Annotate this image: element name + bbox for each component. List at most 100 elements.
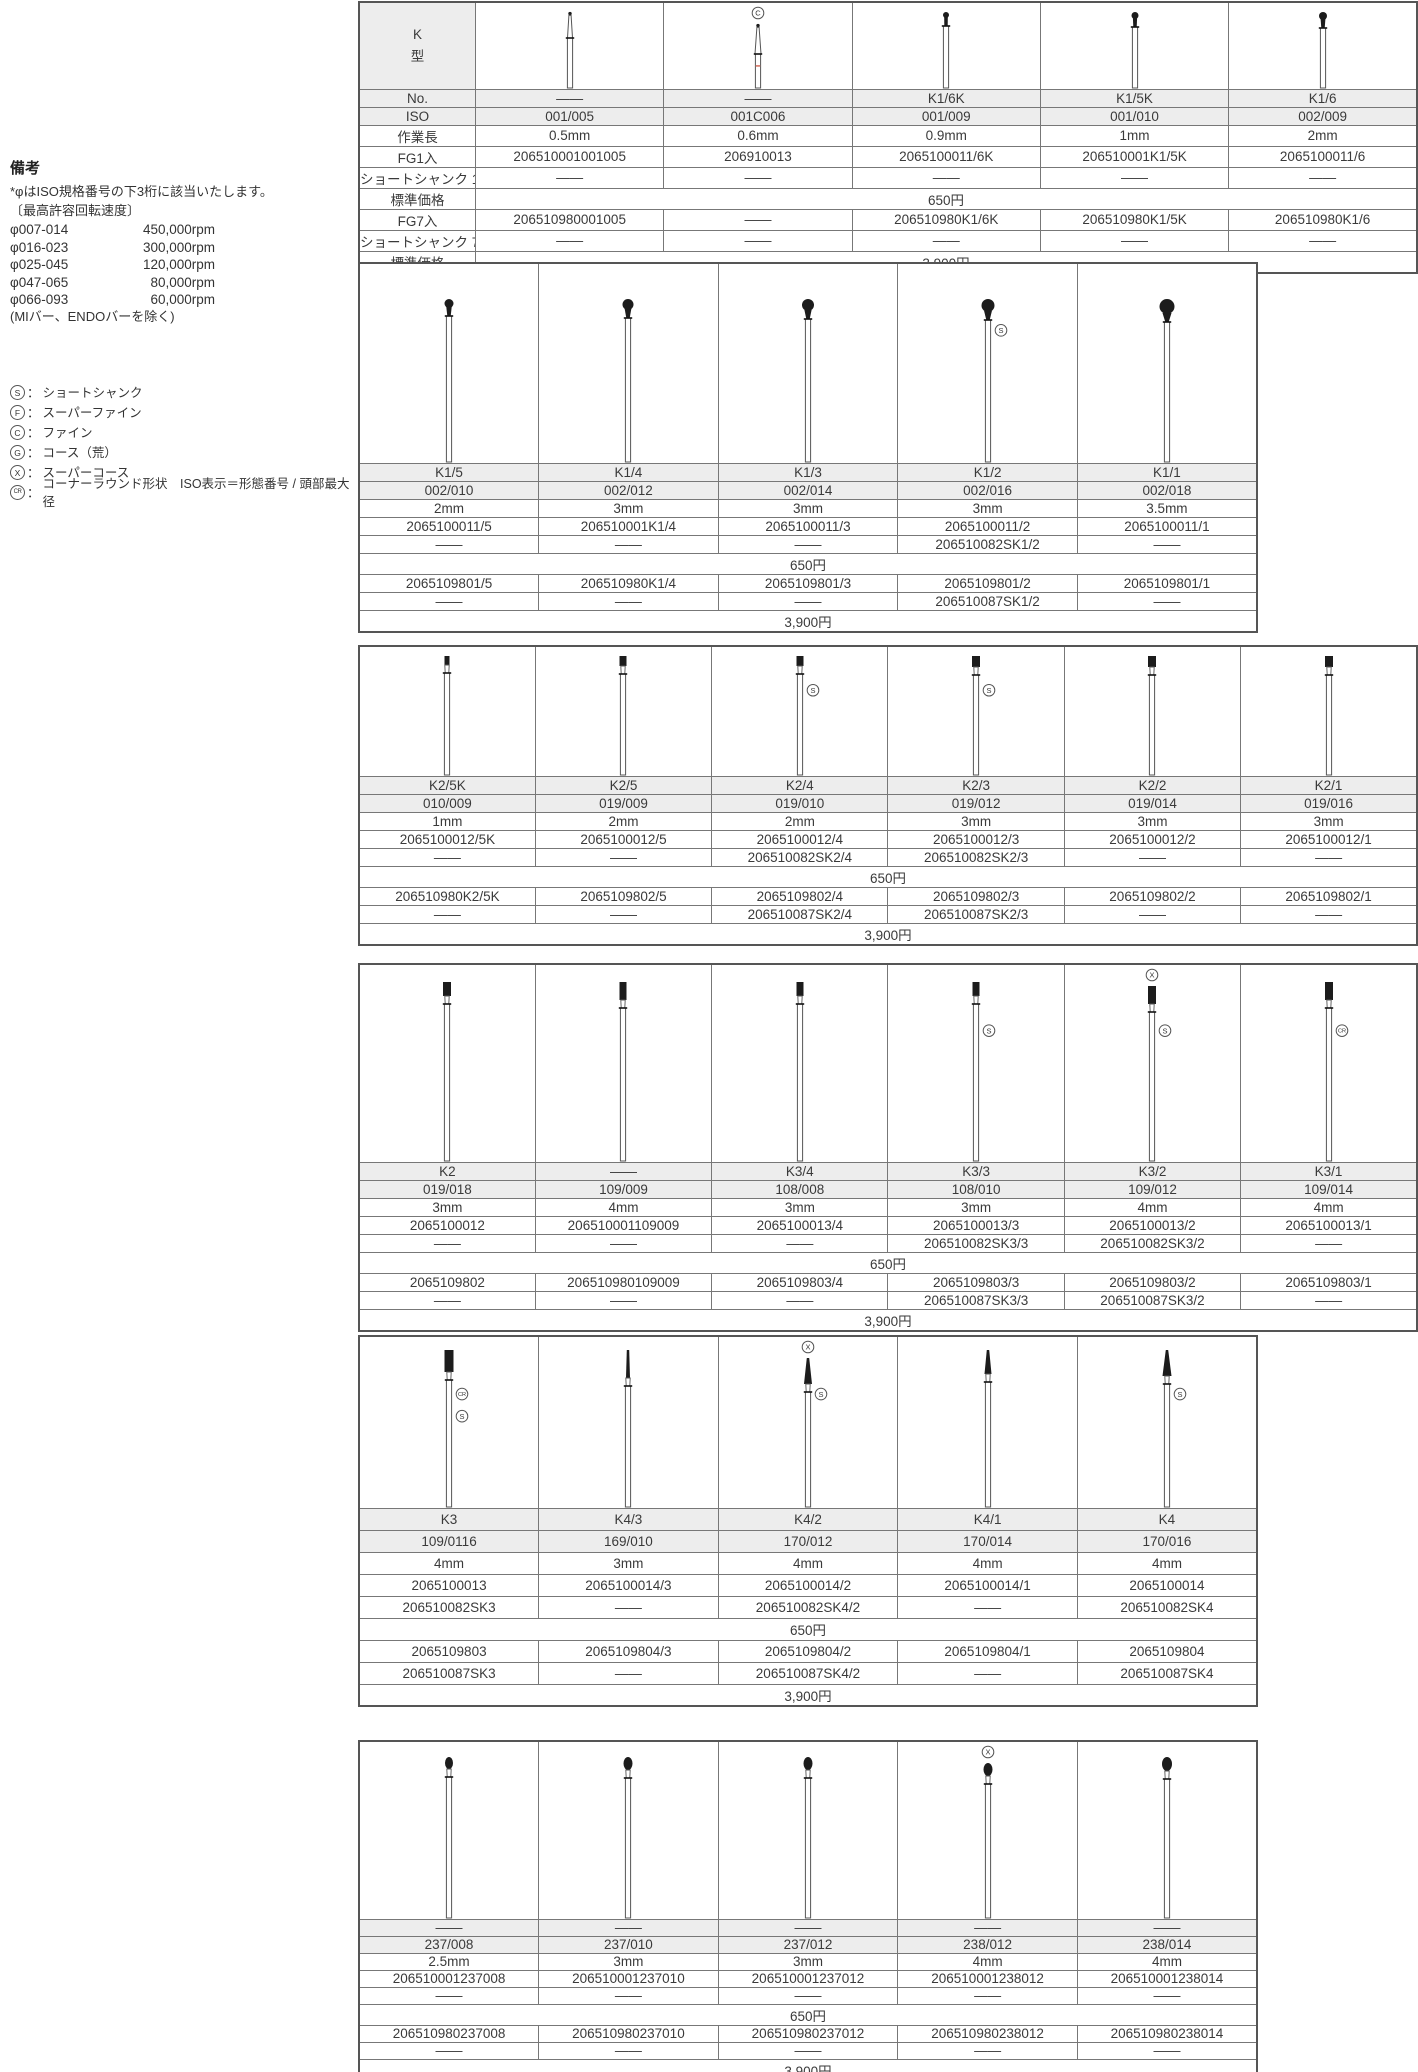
bur-icon: S xyxy=(981,298,1007,462)
bur-image-cell xyxy=(534,963,713,1163)
ss1-row: —— —— —— 206510082SK3/3 206510082SK3/2 —— xyxy=(358,1233,1418,1253)
no-cell: K2/5K xyxy=(358,775,536,795)
price-cell: 650円 xyxy=(358,1251,1418,1274)
speed-exception-note: (MIバー、ENDOバーを除く) xyxy=(10,308,175,324)
grit-legend: S：ショートシャンク F：スーパーファイン C：ファイン G：コース（荒） X：… xyxy=(10,383,355,509)
fg7-cell: —— xyxy=(663,208,853,231)
ss1-cell: —— xyxy=(1063,847,1242,867)
len-cell: 4mm xyxy=(1063,1197,1242,1217)
iso-row: 237/008 237/010 237/012 238/012 238/014 xyxy=(358,1935,1258,1954)
no-cell: K1/2 xyxy=(897,462,1078,482)
fg7-cell: 2065109803 xyxy=(358,1639,540,1663)
fg1-cell: 2065100014/1 xyxy=(897,1573,1078,1597)
no-cell: K1/5K xyxy=(1039,88,1230,108)
ss7-cell: —— xyxy=(538,1661,719,1685)
p7-row: 3,900円 xyxy=(358,609,1258,632)
ss7-cell: 206510087SK2/3 xyxy=(887,904,1065,924)
price-cell: 3,900円 xyxy=(358,609,1258,632)
bur-image-row: S X S CR xyxy=(358,963,1418,1163)
circle-c-icon xyxy=(751,6,765,19)
no-cell: —— xyxy=(358,1918,540,1937)
ss1-cell: —— xyxy=(358,1233,536,1253)
bur-image-cell xyxy=(1228,1,1418,90)
bur-image-cell: S xyxy=(887,963,1065,1163)
ss7-cell: —— xyxy=(358,591,540,611)
len-cell: 2mm xyxy=(1228,124,1418,147)
ss1-cell: —— xyxy=(711,1233,889,1253)
ss7-cell: —— xyxy=(474,229,665,252)
no-cell: —— xyxy=(897,1918,1078,1937)
fg7-cell: 206510980238014 xyxy=(1076,2024,1258,2043)
len-row: 3mm 4mm 3mm 3mm 4mm 4mm xyxy=(358,1197,1418,1217)
iso-cell: 170/016 xyxy=(1076,1529,1258,1553)
circle-x-icon xyxy=(1146,968,1159,981)
p1-row: 650円 xyxy=(358,2003,1258,2026)
speed-row: φ047-065 80,000rpm xyxy=(10,274,215,290)
iso-cell: 002/009 xyxy=(1228,106,1418,126)
len-cell: 4mm xyxy=(1240,1197,1418,1217)
bur-table-k3-k4-taper: CR S X S S K3 K4/3 K4/2 K4/1 K4 109/0116 169/010 170… xyxy=(358,1335,1258,1707)
len-row: 作業長 0.5mm 0.6mm 0.9mm 1mm 2mm xyxy=(358,124,1418,147)
fg7-cell: 206510980001005 xyxy=(474,208,665,231)
iso-cell: 109/014 xyxy=(1240,1179,1418,1199)
bur-icon xyxy=(444,1756,454,1918)
ss7-row: —— —— —— —— —— xyxy=(358,2041,1258,2060)
ss7-row: 206510087SK3 —— 206510087SK4/2 —— 206510087S… xyxy=(358,1661,1258,1685)
ss1-cell: —— xyxy=(534,1233,713,1253)
len-cell: 2.5mm xyxy=(358,1952,540,1971)
fg1-cell: 2065100011/3 xyxy=(717,516,899,536)
fg7-cell: 2065109803/3 xyxy=(887,1272,1065,1292)
bur-spec-table: K 型 C No. —— —— K1/6K K1/5K K1/6 ISO 001/005 001C0… xyxy=(358,1,1418,274)
row-label-cell: FG7入 xyxy=(358,208,476,231)
fg1-cell: 206510001237012 xyxy=(717,1969,899,1988)
ss7-cell: 206510087SK3 xyxy=(358,1661,540,1685)
len-cell: 4mm xyxy=(1076,1952,1258,1971)
iso-cell: 108/010 xyxy=(887,1179,1065,1199)
no-cell: K4/2 xyxy=(717,1507,899,1531)
bur-icon: CR xyxy=(1324,981,1348,1161)
p1-row: 標準価格 650円 xyxy=(358,187,1418,210)
iso-digit-note: *φはISO規格番号の下3桁に該当いたします。 xyxy=(10,183,273,199)
price-cell: 650円 xyxy=(358,865,1418,888)
len-row: 2mm 3mm 3mm 3mm 3.5mm xyxy=(358,498,1258,518)
len-cell: 3mm xyxy=(538,1551,719,1575)
bur-icon xyxy=(1324,655,1333,775)
no-cell: K1/5 xyxy=(358,462,540,482)
iso-cell: 001/009 xyxy=(851,106,1041,126)
bur-image-cell xyxy=(1063,645,1242,777)
no-row: —— —— —— —— —— xyxy=(358,1918,1258,1937)
fg7-cell: 206510980K1/5K xyxy=(1039,208,1230,231)
fg1-cell: 206510001237010 xyxy=(538,1969,719,1988)
bur-image-cell xyxy=(358,645,536,777)
len-cell: 3mm xyxy=(717,498,899,518)
fg1-cell: 206510001237008 xyxy=(358,1969,540,1988)
fg7-cell: 2065109802/3 xyxy=(887,886,1065,906)
fg7-row: 2065109802 206510980109009 2065109803/4 206… xyxy=(358,1272,1418,1292)
len-cell: 3.5mm xyxy=(1076,498,1258,518)
ss1-cell: 206510082SK4 xyxy=(1076,1595,1258,1619)
bur-image-row: S xyxy=(358,262,1258,464)
len-cell: 3mm xyxy=(358,1197,536,1217)
no-cell: —— xyxy=(663,88,853,108)
fg7-cell: 206510980109009 xyxy=(534,1272,713,1292)
no-cell: K1/4 xyxy=(538,462,719,482)
no-cell: K2 xyxy=(358,1161,536,1181)
svg-text:X: X xyxy=(985,1747,990,1756)
bur-icon: S xyxy=(971,981,996,1161)
iso-cell: 238/012 xyxy=(897,1935,1078,1954)
bur-image-cell xyxy=(1240,645,1418,777)
iso-cell: 019/012 xyxy=(887,793,1065,813)
fg7-cell: 206510980238012 xyxy=(897,2024,1078,2043)
bur-icon xyxy=(443,981,452,1161)
fg7-cell: 206510980K1/6 xyxy=(1228,208,1418,231)
speed-row: φ007-014 450,000rpm xyxy=(10,222,215,238)
speed-title: 〔最高許容回転速度〕 xyxy=(10,202,141,218)
ss7-cell: —— xyxy=(663,229,853,252)
ss1-cell: —— xyxy=(663,166,853,189)
ss7-cell: —— xyxy=(851,229,1041,252)
ss7-cell: —— xyxy=(1063,904,1242,924)
bur-image-cell: S xyxy=(897,262,1078,464)
fg1-cell: 2065100011/1 xyxy=(1076,516,1258,536)
p1-row: 650円 xyxy=(358,552,1258,575)
